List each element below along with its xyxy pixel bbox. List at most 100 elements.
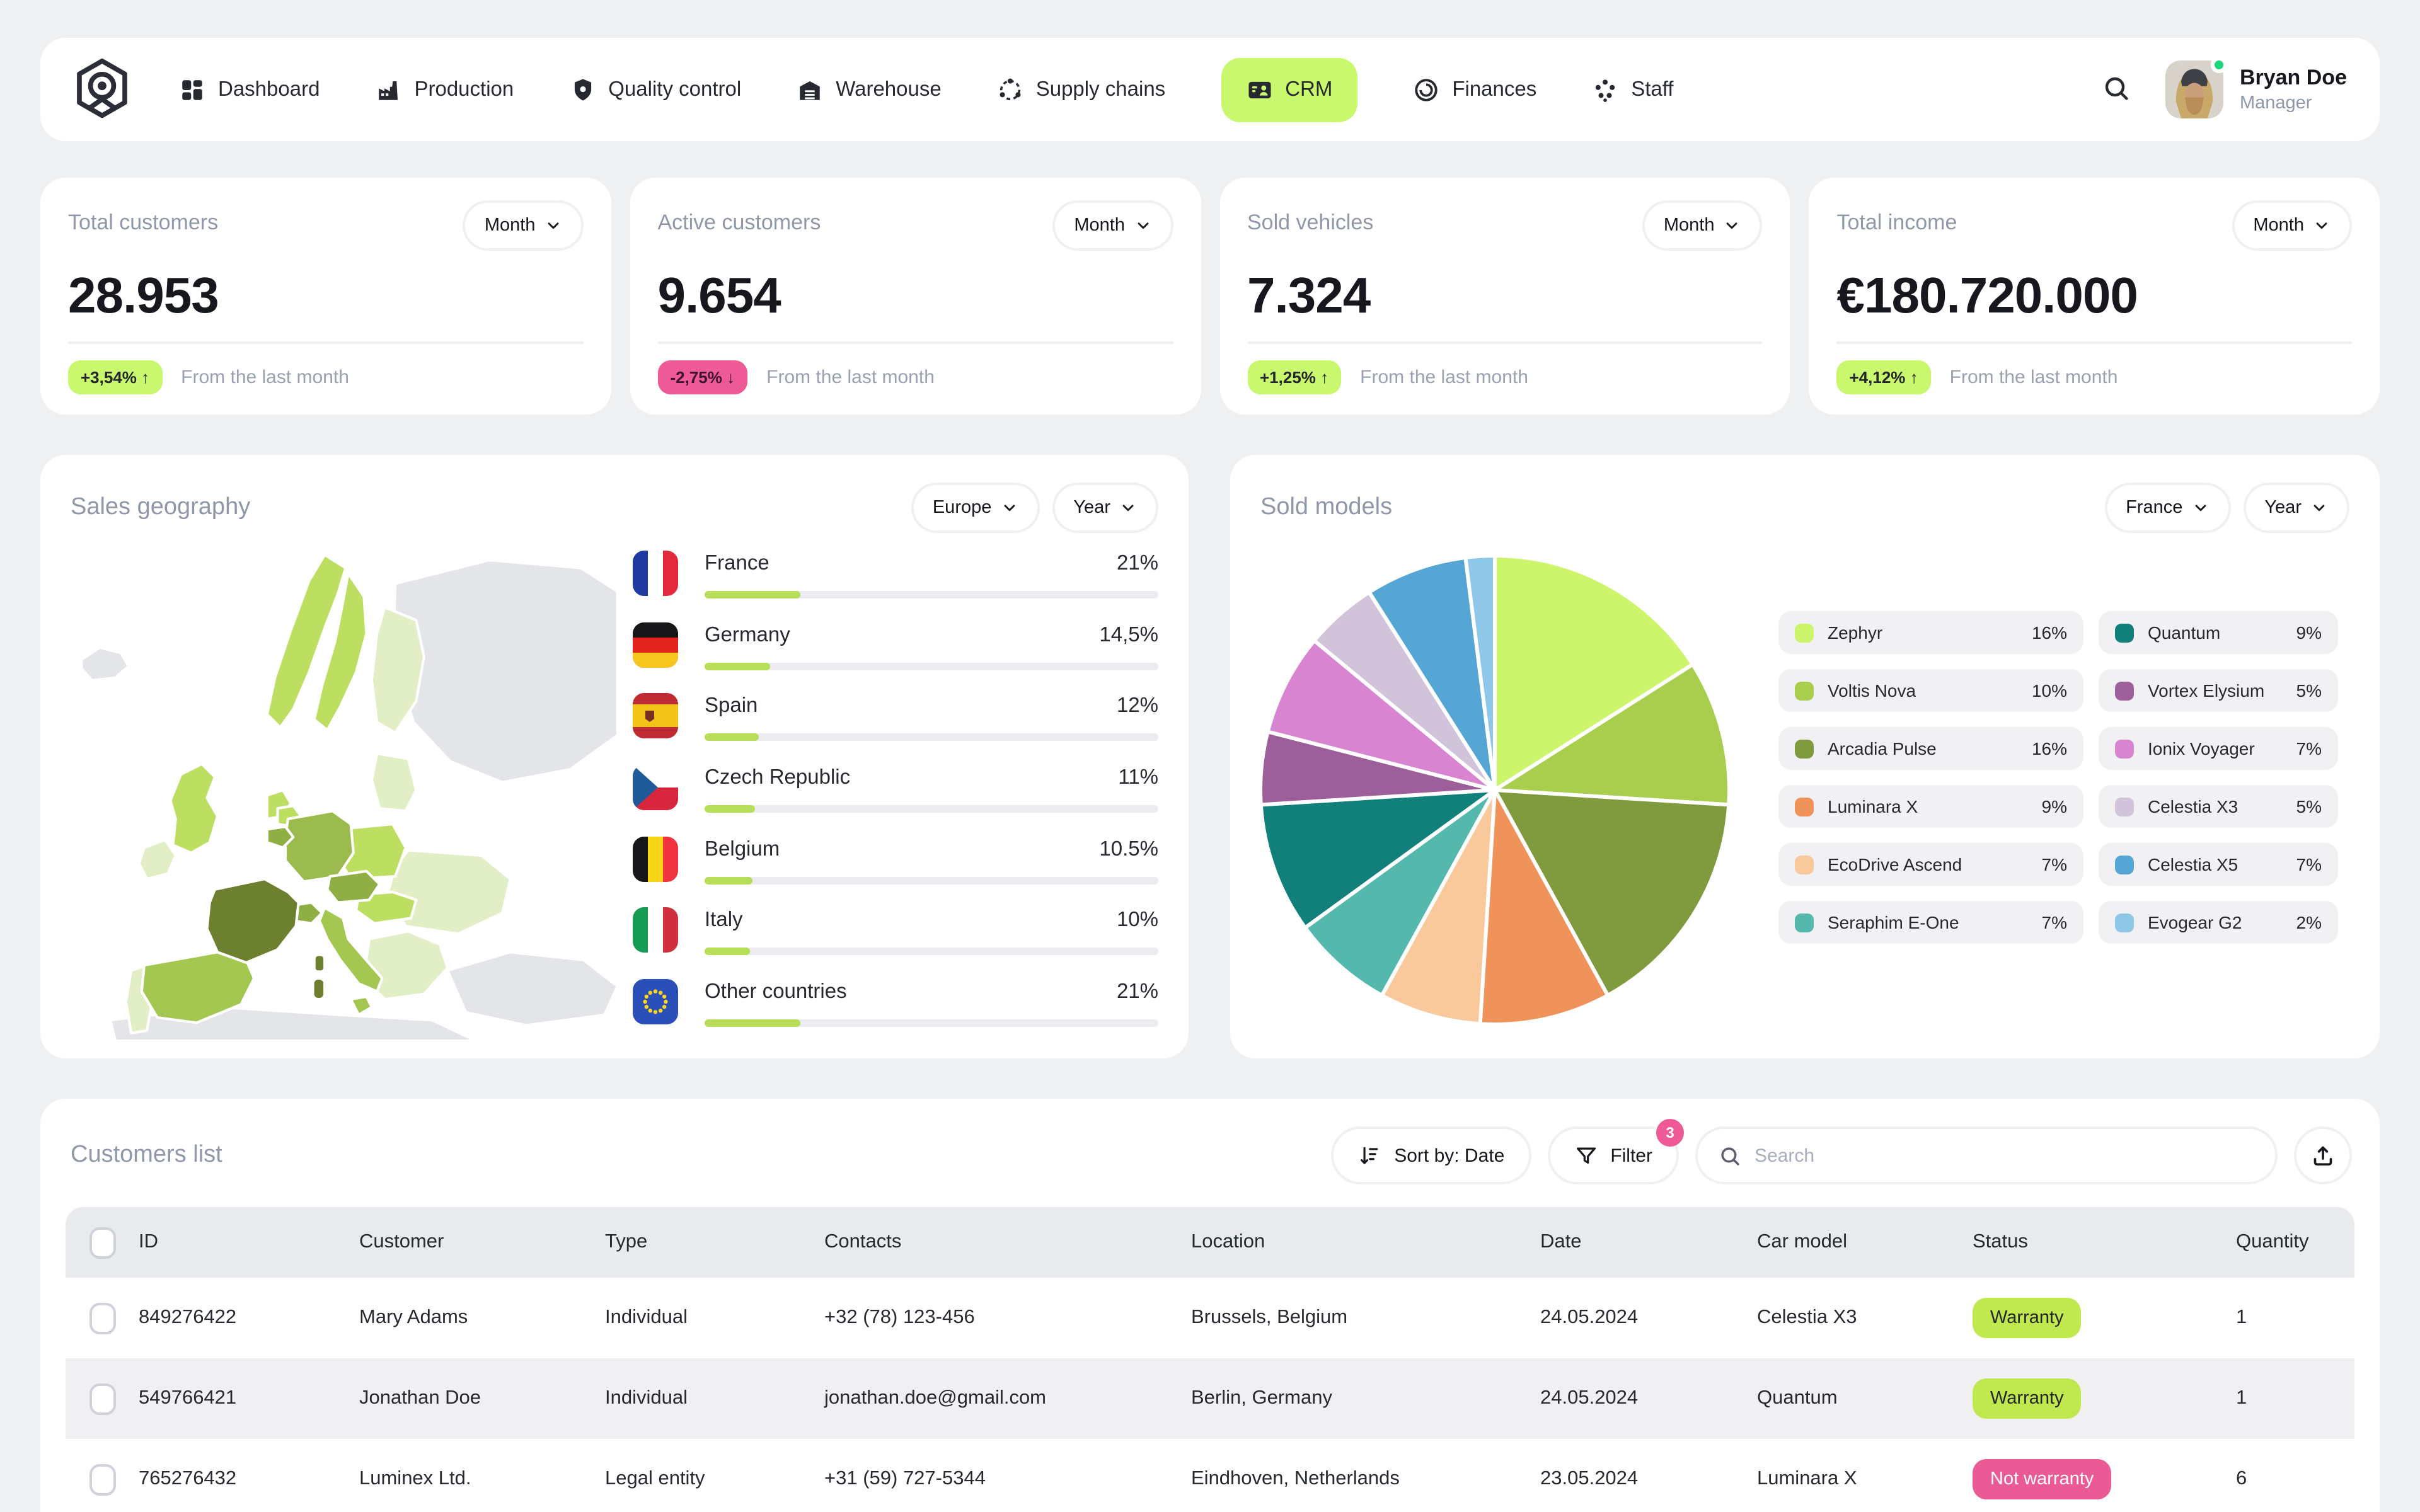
cell-contacts: jonathan.doe@gmail.com xyxy=(824,1387,1047,1409)
nav-item-dashboard[interactable]: Dashboard xyxy=(179,76,320,103)
country-percent: 10% xyxy=(1116,908,1158,932)
geo-period-filter-dropdown[interactable]: Year xyxy=(1052,483,1158,533)
filter-label: Filter xyxy=(1610,1145,1652,1166)
region-filter-dropdown[interactable]: Europe xyxy=(911,483,1040,533)
stat-title: Total customers xyxy=(68,210,219,234)
legend-model-name: Evogear G2 xyxy=(2148,912,2242,932)
search-icon xyxy=(1721,1147,1739,1165)
divider xyxy=(657,341,1173,344)
coin-icon xyxy=(1415,78,1438,101)
column-header-status: Status xyxy=(1973,1231,2028,1252)
stat-value: €180.720.000 xyxy=(1836,268,2138,324)
pie-slice-seraphim-e-one xyxy=(1303,788,1497,997)
stat-period-dropdown[interactable]: Month xyxy=(1642,200,1763,251)
legend-percent: 7% xyxy=(2296,854,2322,874)
row-checkbox[interactable] xyxy=(89,1383,115,1414)
sold-models-title: Sold models xyxy=(1260,494,1393,520)
country-flag xyxy=(633,764,678,810)
nav-right: Bryan Doe Manager xyxy=(2100,57,2347,118)
contact-card-icon xyxy=(1248,81,1270,98)
country-percent: 10.5% xyxy=(1099,837,1158,861)
country-progress-bar xyxy=(705,733,1158,742)
user-name: Bryan Doe xyxy=(2239,66,2347,89)
row-checkbox[interactable] xyxy=(89,1463,115,1495)
cell-id: 849276422 xyxy=(139,1307,237,1328)
pie-slice-zephyr xyxy=(1493,554,1695,792)
app-logo[interactable] xyxy=(73,58,131,121)
stat-period-dropdown[interactable]: Month xyxy=(2232,200,2352,251)
legend-swatch xyxy=(1795,797,1814,816)
user-menu[interactable]: Bryan Doe Manager xyxy=(2165,57,2347,118)
search-input[interactable] xyxy=(1754,1145,2255,1166)
cell-customer: Mary Adams xyxy=(359,1307,468,1328)
stat-period-dropdown[interactable]: Month xyxy=(1052,200,1173,251)
legend-swatch xyxy=(2115,913,2134,932)
column-header-quantity: Quantity xyxy=(2236,1231,2309,1252)
legend-percent: 7% xyxy=(2041,912,2067,932)
chevron-down-icon xyxy=(2194,505,2206,512)
cell-date: 24.05.2024 xyxy=(1540,1387,1639,1409)
search-button[interactable] xyxy=(2100,73,2133,106)
legend-model-name: Seraphim E-One xyxy=(1828,912,1959,932)
filter-button[interactable]: Filter 3 xyxy=(1547,1119,1684,1184)
table-header-row: ID Customer Type Contacts Location Date Car mo… xyxy=(66,1207,2354,1278)
sold-models-card: Sold models France Year Zephyr 16% Voltis … xyxy=(1230,455,2380,1058)
flag-eu-icon xyxy=(633,978,678,1024)
table-row[interactable]: 849276422 Mary Adams Individual +32 (78) 12… xyxy=(66,1278,2354,1358)
nav-item-quality-control[interactable]: Quality control xyxy=(569,76,741,103)
row-checkbox[interactable] xyxy=(89,1302,115,1334)
flag-be-icon xyxy=(633,836,678,882)
pie-legend-left: Zephyr 16% Voltis Nova 10% Arcadia Pulse 16% L… xyxy=(1778,611,2083,944)
user-meta: Bryan Doe Manager xyxy=(2240,66,2347,113)
cell-id: 765276432 xyxy=(139,1468,237,1489)
table-row[interactable]: 549766421 Jonathan Doe Individual jonathan.… xyxy=(66,1358,2354,1439)
table-row[interactable]: 765276432 Luminex Ltd. Legal entity +31 (59… xyxy=(66,1439,2354,1512)
stat-title: Sold vehicles xyxy=(1247,210,1374,234)
stat-value: 7.324 xyxy=(1247,268,1371,324)
pie-slice-quantum xyxy=(1259,788,1497,930)
export-button[interactable] xyxy=(2294,1126,2352,1184)
country-flag xyxy=(633,622,678,668)
country-progress-bar xyxy=(705,876,1158,885)
country-flag xyxy=(633,551,678,596)
table-body: 849276422 Mary Adams Individual +32 (78) 12… xyxy=(66,1278,2354,1512)
divider xyxy=(1836,341,2352,344)
stat-note: From the last month xyxy=(1360,367,1528,388)
models-country-filter-dropdown[interactable]: France xyxy=(2104,483,2231,533)
pie-slice-celestia-x5 xyxy=(1367,556,1497,792)
legend-model-name: Ionix Voyager xyxy=(2148,738,2255,759)
legend-swatch xyxy=(2115,739,2134,758)
country-name: Belgium xyxy=(705,837,780,861)
legend-swatch xyxy=(2115,623,2134,642)
chevron-down-icon xyxy=(1137,222,1148,229)
nav-item-warehouse[interactable]: Warehouse xyxy=(797,76,942,103)
select-all-checkbox[interactable] xyxy=(89,1227,115,1258)
legend-percent: 5% xyxy=(2296,796,2322,816)
legend-model-name: Luminara X xyxy=(1828,796,1918,816)
models-period-filter-value: Year xyxy=(2264,498,2302,518)
nav-item-label: Finances xyxy=(1452,77,1537,100)
country-percent: 21% xyxy=(1116,552,1158,575)
models-period-filter-dropdown[interactable]: Year xyxy=(2243,483,2349,533)
customers-table: ID Customer Type Contacts Location Date Car mo… xyxy=(66,1207,2354,1512)
nav-item-production[interactable]: Production xyxy=(375,76,514,103)
stat-note: From the last month xyxy=(181,367,349,388)
flag-fr-icon xyxy=(633,551,678,596)
nav-item-label: Quality control xyxy=(608,77,742,100)
nav-item-supply-chains[interactable]: Supply chains xyxy=(997,76,1165,103)
factory-icon xyxy=(378,81,398,100)
nav-item-finances[interactable]: Finances xyxy=(1413,76,1536,103)
country-row-other-countries: Other countries 21% xyxy=(633,978,1158,1027)
filter-count-badge: 3 xyxy=(1656,1119,1684,1147)
customers-head: Customers list Sort by: Date Filter 3 xyxy=(40,1099,2380,1184)
legend-percent: 7% xyxy=(2041,854,2067,874)
nav-item-staff[interactable]: Staff xyxy=(1592,76,1674,103)
legend-model-name: Voltis Nova xyxy=(1828,680,1916,701)
sort-button[interactable]: Sort by: Date xyxy=(1331,1126,1531,1184)
country-flag xyxy=(633,836,678,882)
supply-chain-icon xyxy=(1000,77,1021,100)
stat-period-dropdown[interactable]: Month xyxy=(463,200,584,251)
cell-location: Berlin, Germany xyxy=(1191,1387,1332,1409)
legend-swatch xyxy=(1795,681,1814,700)
nav-item-crm[interactable]: CRM xyxy=(1221,57,1358,122)
